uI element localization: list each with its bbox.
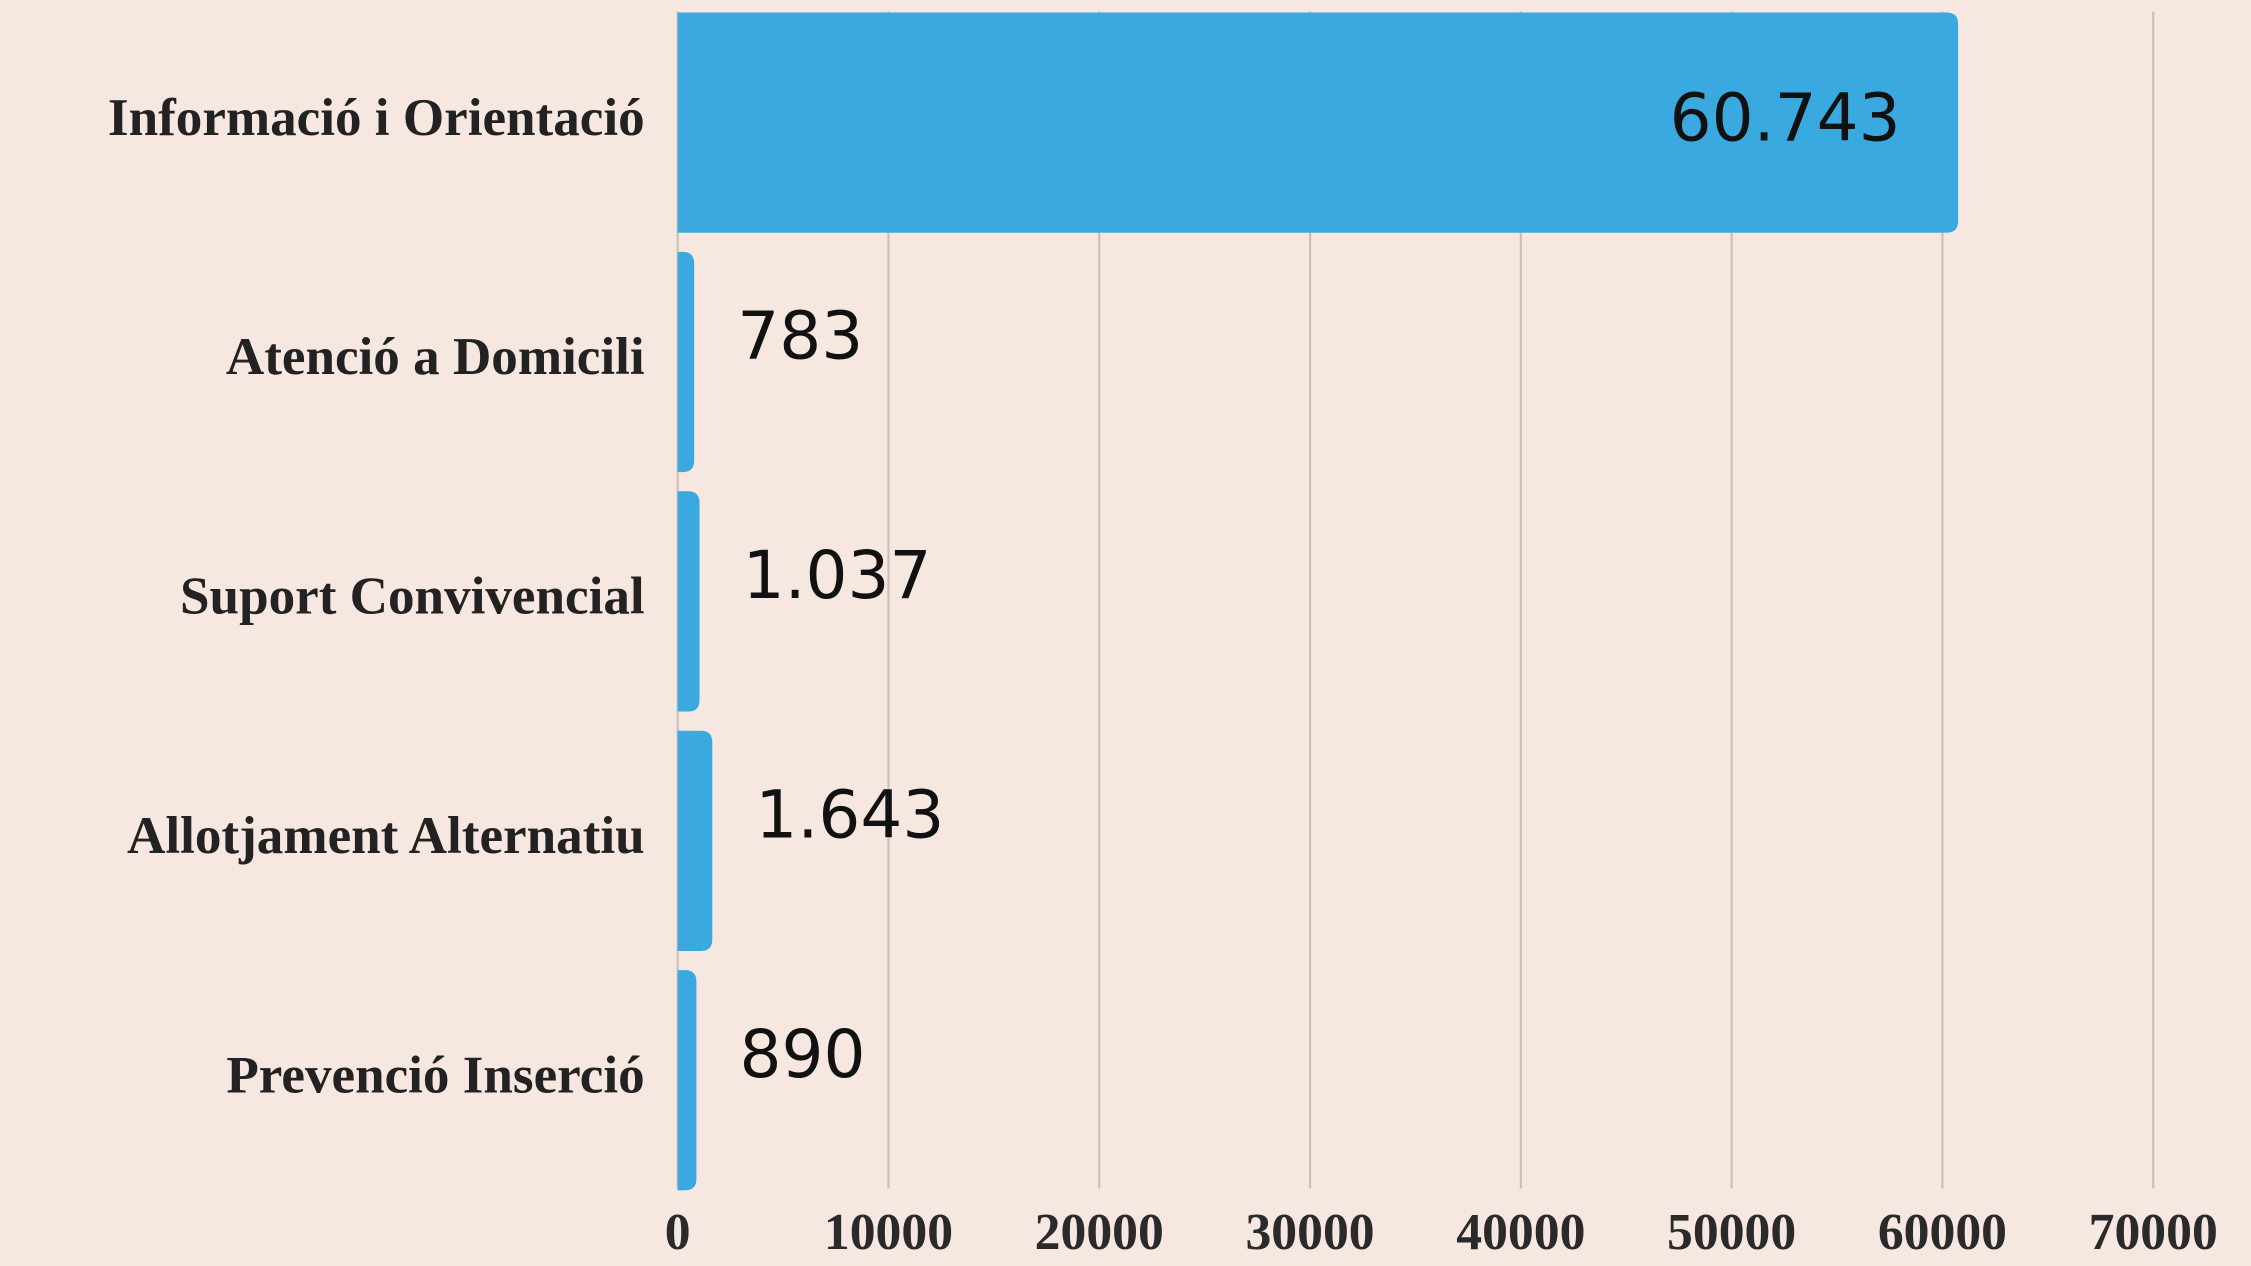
x-tick-label: 20000 xyxy=(1035,1204,1164,1261)
x-tick-label: 70000 xyxy=(2089,1204,2218,1261)
y-tick-label: Informació i Orientació xyxy=(108,89,645,147)
bar xyxy=(677,491,700,712)
y-tick-label: Suport Convivencial xyxy=(180,568,645,626)
x-tick-label: 30000 xyxy=(1245,1204,1374,1261)
value-label: 60.743 xyxy=(1670,80,1901,157)
bar xyxy=(677,12,1959,233)
x-tick-label: 40000 xyxy=(1456,1204,1585,1261)
y-tick-label: Atenció a Domicili xyxy=(226,328,645,386)
bar xyxy=(677,251,695,473)
bar xyxy=(677,730,713,951)
x-tick-label: 60000 xyxy=(1878,1204,2007,1261)
x-tick-label: 0 xyxy=(665,1204,691,1261)
y-tick-label: Allotjament Alternatiu xyxy=(127,807,645,865)
x-tick-label: 10000 xyxy=(824,1204,953,1261)
value-label: 1.037 xyxy=(743,537,932,614)
value-label: 890 xyxy=(739,1016,865,1093)
bar xyxy=(677,970,697,1191)
value-label: 1.643 xyxy=(755,776,944,853)
value-label: 783 xyxy=(737,298,863,375)
x-tick-label: 50000 xyxy=(1667,1204,1796,1261)
y-tick-label: Prevenció Inserció xyxy=(226,1046,644,1104)
